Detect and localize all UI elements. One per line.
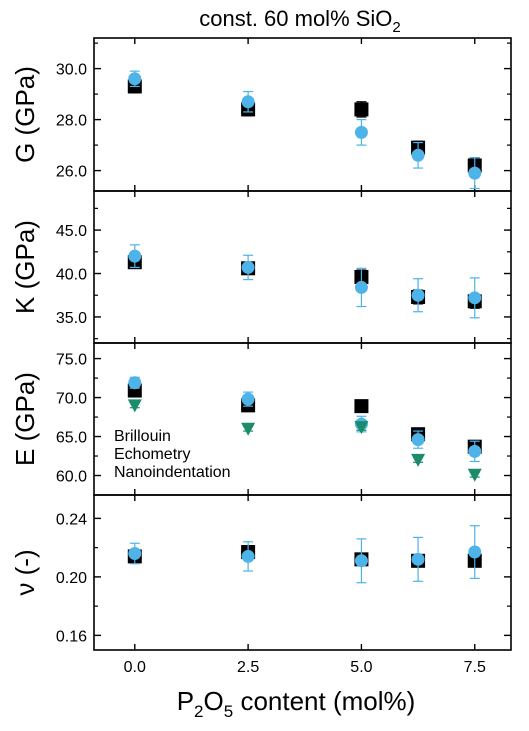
- data-point-triangle: [127, 399, 142, 413]
- y-axis-label: G (GPa): [10, 66, 40, 163]
- svg-text:P2O5 content (mol%): P2O5 content (mol%): [177, 686, 416, 721]
- y-tick-label: 65.0: [56, 430, 87, 447]
- xlabel-sub: 2: [194, 702, 203, 721]
- series-echometry: [128, 244, 482, 319]
- xlabel-part: content (mol%): [233, 686, 415, 716]
- data-point-circle: [468, 166, 482, 180]
- legend-entry: Brillouin: [114, 428, 171, 445]
- data-point-circle: [354, 554, 368, 568]
- data-point-circle: [128, 72, 142, 86]
- panel-G: 26.0 28.0 30.0 G (GPa): [10, 37, 512, 192]
- xlabel-sub: 5: [224, 702, 233, 721]
- data-point-circle: [128, 376, 142, 390]
- data-point-circle: [128, 546, 142, 560]
- data-point-square: [354, 399, 369, 414]
- panel-frame: [93, 37, 512, 192]
- y-tick-label: 26.0: [56, 164, 87, 181]
- data-point-circle: [241, 95, 255, 109]
- chart-title: const. 60 mol% SiO2: [199, 6, 401, 36]
- y-tick-label: 0.20: [56, 570, 87, 587]
- panel-nu: 0.16 0.20 0.24 ν (-): [10, 494, 512, 651]
- x-tick-label: 2.5: [237, 659, 259, 676]
- series-echometry: [128, 525, 482, 584]
- y-tick-label: 40.0: [56, 267, 87, 284]
- panel-frame: [93, 190, 512, 344]
- panels: 26.0 28.0 30.0 G (GPa) 35.0 40.0 45.0 K (GPa) 60…: [10, 37, 512, 651]
- data-point-triangle: [411, 453, 426, 467]
- panel-E: 60.0 65.0 70.0 75.0 E (GPa): [10, 342, 512, 496]
- data-point-triangle: [467, 468, 482, 482]
- y-tick-label: 28.0: [56, 113, 87, 130]
- y-tick-label: 70.0: [56, 391, 87, 408]
- series-brillouin: [127, 255, 482, 309]
- x-tick-label: 7.5: [464, 659, 486, 676]
- y-axis-label: K (GPa): [10, 220, 40, 314]
- y-axis-label: ν (-): [10, 549, 40, 595]
- data-point-circle: [128, 249, 142, 263]
- panel-frame: [93, 494, 512, 651]
- y-tick-label: 60.0: [56, 469, 87, 486]
- legend-entry: Echometry: [114, 446, 190, 463]
- series-brillouin: [127, 383, 482, 454]
- y-tick-label: 30.0: [56, 62, 87, 79]
- y-tick-label: 75.0: [56, 352, 87, 369]
- data-point-circle: [411, 148, 425, 162]
- data-point-triangle: [241, 422, 256, 436]
- data-point-square: [354, 102, 369, 117]
- data-point-circle: [468, 291, 482, 305]
- data-point-circle: [241, 260, 255, 274]
- data-point-circle: [411, 288, 425, 302]
- data-point-circle: [354, 280, 368, 294]
- series-brillouin: [127, 79, 482, 174]
- title-main: const. 60 mol% SiO: [199, 6, 392, 31]
- data-point-circle: [241, 392, 255, 406]
- xlabel-part: O: [204, 686, 224, 716]
- x-axis-label: P2O5 content (mol%): [177, 686, 416, 721]
- title-subscript: 2: [392, 19, 400, 36]
- x-axis: 0.0 2.5 5.0 7.5: [124, 659, 486, 676]
- xlabel-part: P: [177, 686, 194, 716]
- data-point-circle: [468, 444, 482, 458]
- y-tick-label: 45.0: [56, 223, 87, 240]
- data-point-circle: [354, 125, 368, 139]
- data-point-triangle: [354, 421, 369, 435]
- data-point-circle: [241, 549, 255, 563]
- data-point-circle: [468, 545, 482, 559]
- legend-entry: Nanoindentation: [114, 464, 231, 481]
- y-tick-label: 0.16: [56, 628, 87, 645]
- y-axis-label: E (GPa): [10, 372, 40, 466]
- x-tick-label: 0.0: [124, 659, 146, 676]
- data-point-circle: [411, 552, 425, 566]
- svg-text:const. 60 mol% SiO2: const. 60 mol% SiO2: [199, 6, 401, 36]
- data-point-circle: [411, 433, 425, 447]
- series-echometry: [128, 70, 482, 190]
- series-nanoindentation: [127, 399, 482, 482]
- panel-K: 35.0 40.0 45.0 K (GPa): [10, 190, 512, 344]
- y-tick-label: 35.0: [56, 310, 87, 327]
- series-brillouin: [127, 545, 482, 568]
- y-tick-label: 0.24: [56, 511, 87, 528]
- x-tick-label: 5.0: [350, 659, 372, 676]
